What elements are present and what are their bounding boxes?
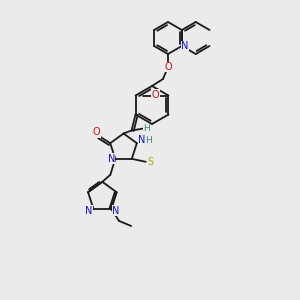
Text: S: S bbox=[148, 157, 154, 167]
Text: N: N bbox=[108, 154, 115, 164]
Text: N: N bbox=[181, 41, 188, 51]
Text: H: H bbox=[143, 124, 150, 133]
Text: O: O bbox=[92, 127, 100, 137]
Text: N: N bbox=[138, 135, 146, 145]
Text: N: N bbox=[112, 206, 120, 216]
Text: H: H bbox=[146, 136, 152, 145]
Text: N: N bbox=[85, 206, 92, 216]
Text: O: O bbox=[164, 62, 172, 72]
Text: O: O bbox=[152, 89, 159, 100]
